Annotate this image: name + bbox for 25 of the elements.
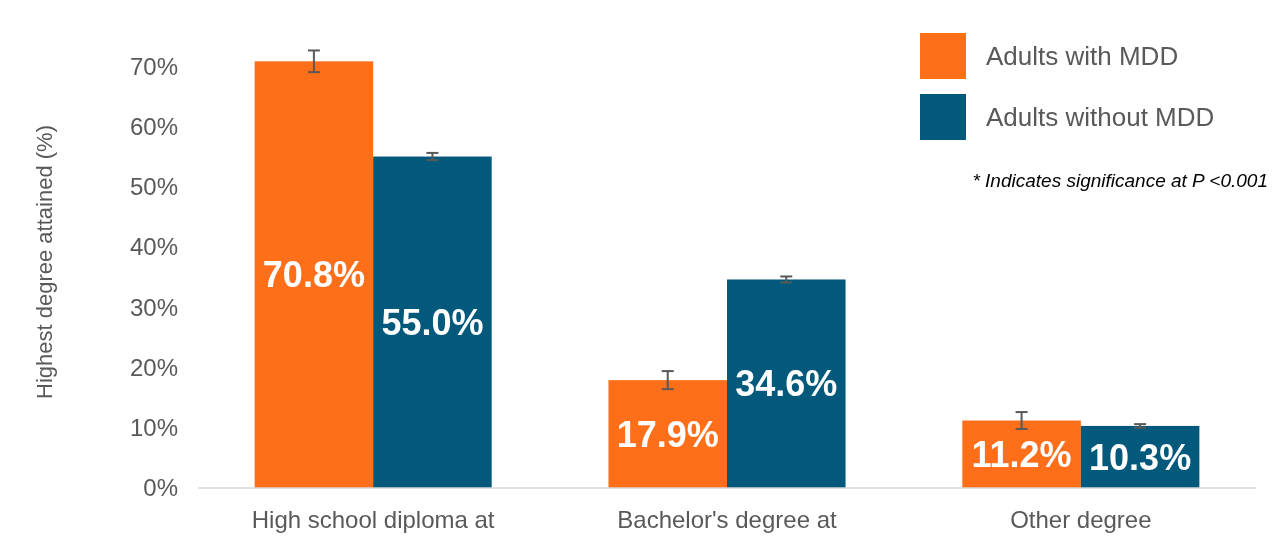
y-tick-label: 30% xyxy=(129,293,178,321)
bar xyxy=(727,279,846,488)
data-label: 34.6% xyxy=(735,363,838,405)
legend-label: Adults without MDD xyxy=(986,102,1215,133)
legend-label: Adults with MDD xyxy=(986,41,1179,72)
annotation: * Indicates significance at P <0.001 xyxy=(972,169,1268,191)
data-label: 10.3% xyxy=(1089,436,1192,478)
x-tick-label: Bachelor's degree at xyxy=(617,506,838,533)
data-label: 11.2% xyxy=(971,433,1072,475)
y-tick-label: 50% xyxy=(129,173,178,201)
y-tick-label: 40% xyxy=(129,233,178,261)
data-label: 17.9% xyxy=(616,413,719,455)
data-label: 70.8% xyxy=(262,254,365,296)
bar xyxy=(608,380,727,488)
y-tick-label: 10% xyxy=(129,414,178,442)
y-tick-label: 0% xyxy=(143,474,178,502)
data-label: 55.0% xyxy=(381,301,484,343)
bar xyxy=(373,156,492,488)
bar xyxy=(254,61,374,488)
y-tick-label: 70% xyxy=(129,52,178,80)
y-tick-label: 20% xyxy=(129,353,178,381)
y-axis-title: Highest degree attained (%) xyxy=(32,125,57,399)
y-tick-label: 60% xyxy=(129,112,178,140)
x-tick-label: Other degree xyxy=(1010,506,1152,533)
x-tick-label: High school diploma at xyxy=(251,506,495,533)
